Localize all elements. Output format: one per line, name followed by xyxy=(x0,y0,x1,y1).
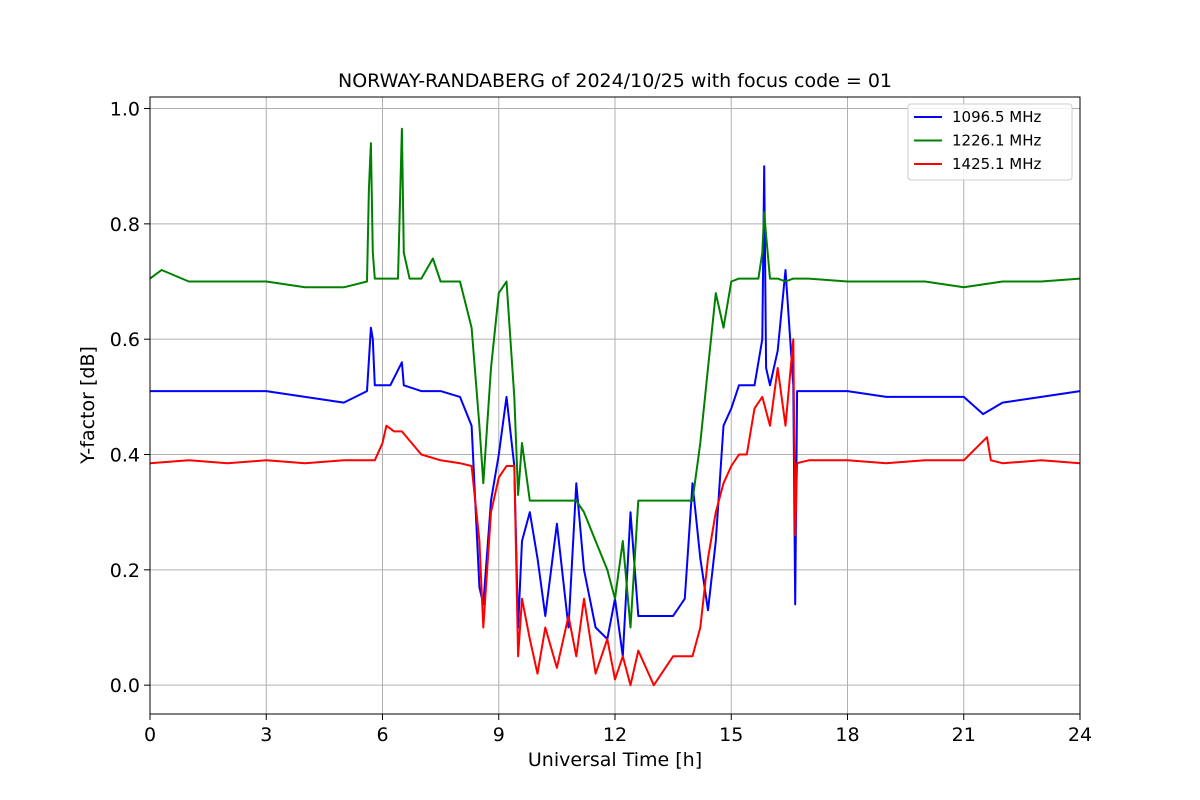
y-tick-label: 0.8 xyxy=(110,214,140,236)
axis-ticks: 0 3 6 9 12 15 18 21 24 0.0 0.2 0.4 0.6 0.8 1.0 xyxy=(110,99,1092,746)
x-tick-label: 24 xyxy=(1068,724,1092,746)
series-lines xyxy=(149,127,1081,687)
grid xyxy=(149,97,1081,714)
x-tick-label: 12 xyxy=(603,724,627,746)
legend-box xyxy=(907,103,1073,181)
y-tick-label: 0.4 xyxy=(110,445,140,467)
x-tick-label: 18 xyxy=(835,724,859,746)
y-tick-label: 0.2 xyxy=(110,560,140,582)
legend-label: 1226.1 MHz xyxy=(952,132,1041,150)
y-tick-label: 0.0 xyxy=(110,675,140,697)
x-tick-label: 21 xyxy=(952,724,976,746)
legend: 1096.5 MHz 1226.1 MHz 1425.1 MHz xyxy=(907,103,1073,181)
x-tick-label: 3 xyxy=(260,724,272,746)
series-line-1 xyxy=(149,127,1081,629)
x-tick-label: 6 xyxy=(376,724,388,746)
x-axis-label: Universal Time [h] xyxy=(528,749,702,771)
y-tick-label: 1.0 xyxy=(110,99,140,121)
y-axis-label: Y-factor [dB] xyxy=(77,346,99,465)
x-tick-label: 9 xyxy=(493,724,505,746)
x-tick-label: 15 xyxy=(719,724,743,746)
legend-label: 1425.1 MHz xyxy=(952,155,1041,173)
y-tick-label: 0.6 xyxy=(110,329,140,351)
series-line-2 xyxy=(149,338,1081,687)
legend-label: 1096.5 MHz xyxy=(952,108,1041,126)
x-tick-label: 0 xyxy=(144,724,156,746)
chart-title: NORWAY-RANDABERG of 2024/10/25 with focu… xyxy=(338,70,892,92)
